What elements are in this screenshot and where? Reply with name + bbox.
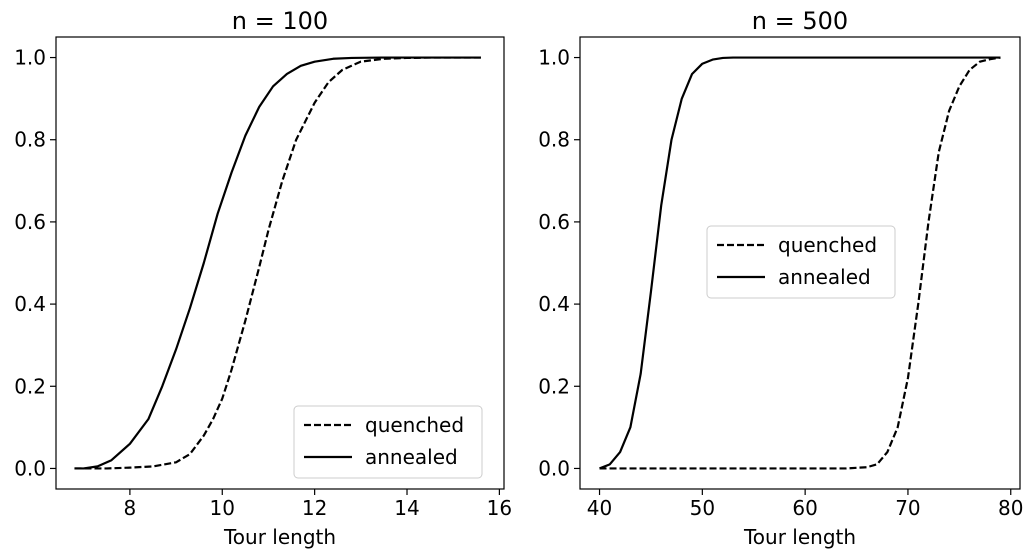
- x-tick-label: 12: [302, 496, 327, 520]
- x-tick-label: 10: [210, 496, 235, 520]
- x-tick-label: 70: [895, 496, 920, 520]
- y-tick-label: 0.8: [538, 128, 570, 152]
- legend: quenched annealed: [706, 225, 896, 299]
- y-tick-label: 0.0: [14, 456, 46, 480]
- y-tick-label: 0.4: [538, 292, 570, 316]
- legend-label-quenched: quenched: [778, 233, 877, 257]
- legend-label-annealed: annealed: [778, 265, 871, 289]
- chart-title: n = 500: [752, 7, 848, 35]
- plot-frame: [579, 36, 1021, 490]
- series-line-quenched: [74, 56, 481, 470]
- y-tick-label: 0.0: [538, 456, 570, 480]
- x-tick-label: 80: [998, 496, 1023, 520]
- x-axis-label: Tour length: [743, 525, 856, 549]
- y-tick-label: 1.0: [538, 46, 570, 70]
- legend-label-annealed: annealed: [365, 445, 458, 469]
- panel-n-500: n = 500 40 50 60 70 80 0.0 0.2 0.4 0.6 0.8 1.0 Tour …: [538, 7, 1023, 549]
- x-axis-label: Tour length: [223, 525, 336, 549]
- x-tick-label: 50: [690, 496, 715, 520]
- x-tick-label: 40: [587, 496, 612, 520]
- panel-n-100: n = 100 8 10 12 14 16 0.0 0.2 0.4 0.6 0.8 1.0 Tour l…: [14, 7, 512, 549]
- legend: quenched annealed: [293, 405, 483, 479]
- legend-label-quenched: quenched: [365, 413, 464, 437]
- x-tick-label: 16: [487, 496, 512, 520]
- series-line-annealed: [74, 56, 481, 470]
- y-tick-label: 0.8: [14, 128, 46, 152]
- x-tick-label: 60: [792, 496, 817, 520]
- chart-title: n = 100: [232, 7, 328, 35]
- y-tick-label: 0.6: [538, 210, 570, 234]
- series-line-annealed: [599, 56, 1001, 470]
- y-tick-label: 1.0: [14, 46, 46, 70]
- y-tick-label: 0.2: [14, 374, 46, 398]
- y-tick-label: 0.6: [14, 210, 46, 234]
- x-tick-label: 8: [124, 496, 137, 520]
- y-tick-label: 0.2: [538, 374, 570, 398]
- x-tick-label: 14: [394, 496, 419, 520]
- plot-frame: [55, 36, 505, 490]
- y-tick-label: 0.4: [14, 292, 46, 316]
